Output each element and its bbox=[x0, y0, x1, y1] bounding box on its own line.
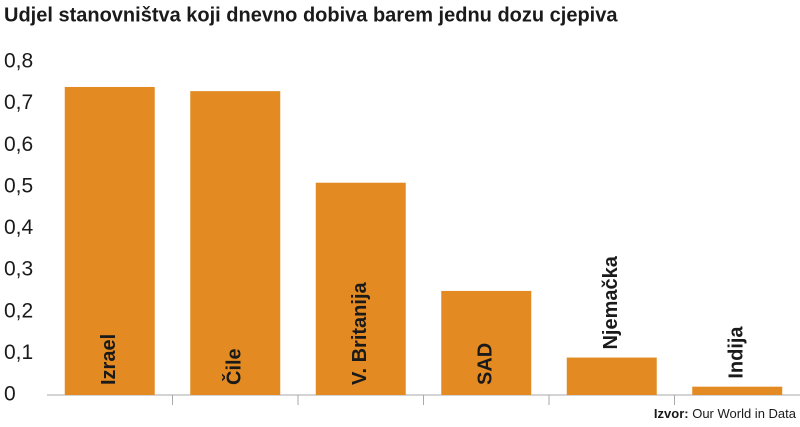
y-tick-label: 0,8 bbox=[4, 50, 33, 73]
y-tick-label: 0,4 bbox=[4, 216, 34, 239]
source-text: Our World in Data bbox=[692, 406, 797, 421]
bar bbox=[64, 86, 155, 395]
y-tick-label: 0,2 bbox=[4, 299, 33, 322]
y-tick-label: 0,6 bbox=[4, 133, 33, 156]
category-label: Izrael bbox=[98, 334, 120, 385]
category-label: Indija bbox=[726, 326, 748, 379]
chart-title: Udjel stanovništva koji dnevno dobiva ba… bbox=[4, 4, 618, 26]
y-tick-label: 0,5 bbox=[4, 174, 33, 197]
category-label: V. Britanija bbox=[349, 281, 371, 385]
y-tick-label: 0,3 bbox=[4, 258, 33, 281]
category-label: Čile bbox=[222, 348, 246, 385]
category-label: Njemačka bbox=[600, 255, 622, 349]
bar bbox=[566, 357, 657, 395]
source-label: Izvor: bbox=[654, 406, 689, 421]
source: Izvor: Our World in Data bbox=[654, 406, 797, 421]
category-label: SAD bbox=[475, 343, 497, 385]
y-tick-label: 0 bbox=[4, 383, 16, 406]
y-tick-label: 0,7 bbox=[4, 91, 33, 114]
y-tick-label: 0,1 bbox=[4, 341, 33, 364]
bar bbox=[692, 386, 783, 395]
bar bbox=[441, 290, 532, 395]
bar bbox=[190, 91, 281, 395]
bar bbox=[315, 182, 406, 395]
